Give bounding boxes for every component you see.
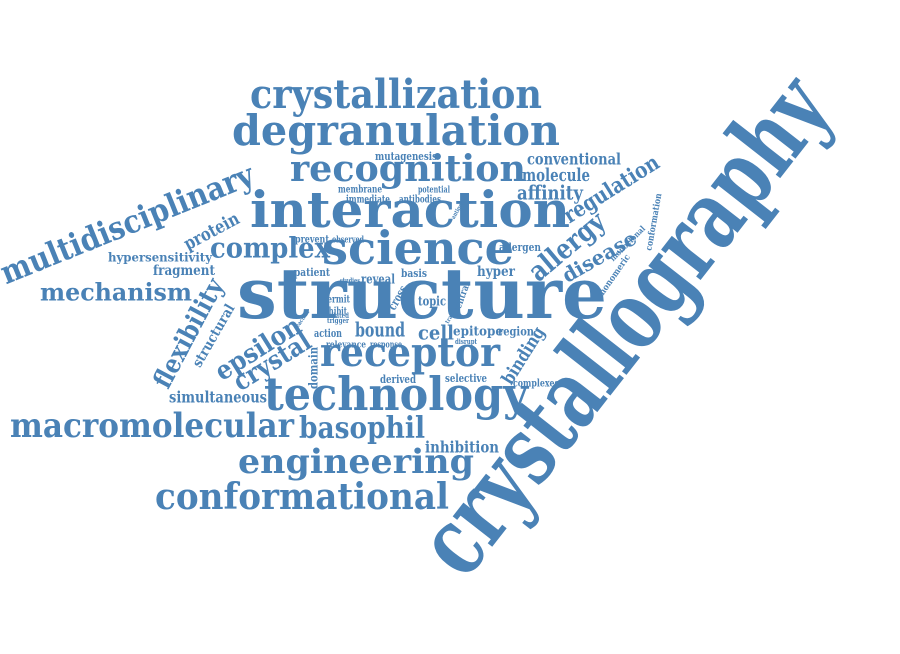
word-derived: derived <box>380 373 416 386</box>
word-bound: bound <box>355 318 405 342</box>
word-science: science <box>322 221 514 275</box>
word-action: action <box>314 327 342 340</box>
word-patient: patient <box>294 266 331 279</box>
word-region: region <box>498 325 534 339</box>
word-relevance: relevance <box>326 341 366 351</box>
word-topic: topic <box>418 295 446 310</box>
word-simultaneous: simultaneous <box>169 388 267 407</box>
word-affinity: affinity <box>517 181 584 205</box>
word-complexes: complexes <box>513 379 559 390</box>
word-mechanism: mechanism <box>40 278 192 307</box>
word-macromolecular: macromolecular <box>10 406 295 446</box>
word-epitope: epitope <box>453 325 503 340</box>
word-observed: observed <box>332 236 364 246</box>
word-disrupt: disrupt <box>455 337 478 346</box>
word-mutagenesis: mutagenesis <box>375 150 437 163</box>
word-inhibit: inhibit <box>321 307 347 318</box>
word-technology: technology <box>264 367 529 421</box>
word-recognition: recognition <box>290 148 526 190</box>
word-immediate: immediate <box>346 195 390 206</box>
word-cell: cell <box>418 321 454 345</box>
word-allergen: allergen <box>499 241 541 254</box>
word-conformational: conformational <box>155 476 449 518</box>
word-trigger: trigger <box>327 316 349 325</box>
word-basis: basis <box>401 267 427 280</box>
word-complex: complex <box>210 232 330 265</box>
word-basophil: basophil <box>299 411 425 446</box>
word-interaction: interaction <box>250 180 570 239</box>
word-degranulation: degranulation <box>232 106 560 155</box>
word-molecule: molecule <box>522 165 590 186</box>
word-potential: potential <box>418 186 450 196</box>
word-membrane: membrane <box>338 185 382 196</box>
word-reveal: reveal <box>361 273 395 288</box>
word-response: response <box>370 341 402 351</box>
word-receptor: receptor <box>320 329 501 376</box>
word-conventional: conventional <box>527 150 621 169</box>
word-hyper: hyper <box>477 264 516 280</box>
word-related: related <box>327 311 349 320</box>
word-selective: selective <box>445 372 487 385</box>
word-domain: domain <box>307 347 321 389</box>
word-prevent: prevent <box>295 235 329 246</box>
word-studies: studies <box>340 276 360 285</box>
word-crystallization: crystallization <box>250 71 542 118</box>
word-antibodies: antibodies <box>399 195 441 206</box>
word-structure: structure <box>237 252 607 335</box>
word-hypersensitivity: hypersensitivity <box>108 251 213 265</box>
word-engineering: engineering <box>238 442 474 482</box>
word-permit: permit <box>322 295 350 306</box>
word-fragment: fragment <box>153 263 215 279</box>
word-inhibition: inhibition <box>425 438 499 457</box>
